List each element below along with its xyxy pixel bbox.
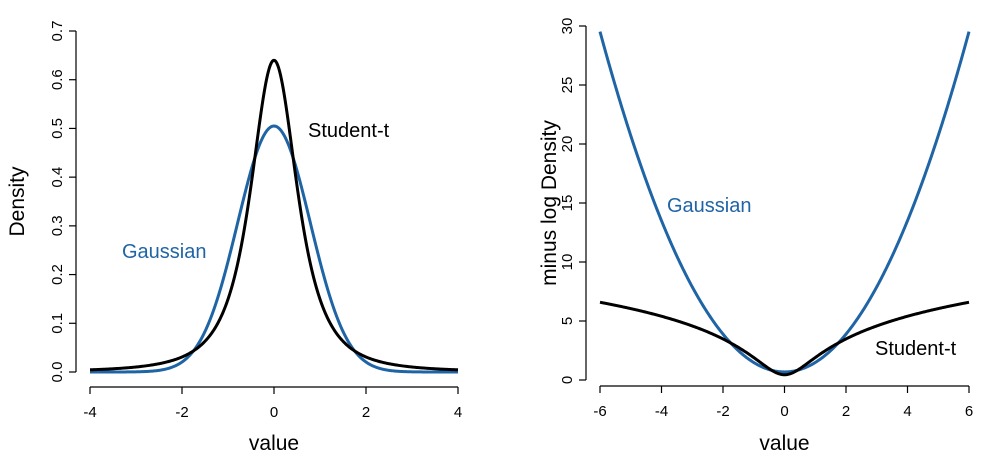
y-tick-label: 15 (559, 195, 576, 212)
density-plot: -4 -2 0 2 4 0.0 0.1 0.2 0.3 0.4 0.5 0.6 0.7 value Dens… (6, 21, 462, 455)
x-tick-label: -2 (716, 403, 729, 420)
y-tick-label: 20 (559, 136, 576, 153)
x-tick-label: -6 (593, 403, 606, 420)
x-axis-title: value (249, 432, 299, 455)
y-tick-label: 0.5 (49, 118, 66, 139)
y-tick-label: 10 (559, 254, 576, 271)
y-tick-label: 0.7 (49, 21, 66, 42)
y-tick-label: 25 (559, 77, 576, 94)
x-tick-label: 4 (454, 404, 462, 421)
x-tick-label: -4 (83, 404, 96, 421)
series-label-gaussian: Gaussian (122, 241, 207, 263)
y-tick-label: 5 (559, 317, 576, 325)
series-label-student-t: Student-t (875, 338, 957, 360)
series-line-gaussian (89, 124, 459, 374)
series-line-student-t (89, 58, 459, 372)
x-axis-title: value (759, 432, 809, 455)
y-tick-label: 30 (559, 18, 576, 35)
y-tick-label: 0.1 (49, 313, 66, 334)
y-tick-label: 0 (559, 376, 576, 384)
y-tick-label: 0.6 (49, 69, 66, 90)
series-line-gaussian (598, 31, 971, 374)
x-tick-label: -2 (175, 404, 188, 421)
x-tick-label: 2 (362, 404, 370, 421)
y-tick-label: 0.2 (49, 264, 66, 285)
y-axis-title: minus log Density (538, 120, 561, 286)
y-tick-label: 0.4 (49, 167, 66, 188)
x-tick-label: 2 (842, 403, 850, 420)
x-tick-label: 0 (780, 403, 788, 420)
series-label-gaussian: Gaussian (667, 195, 752, 217)
y-axis-title: Density (6, 166, 29, 237)
x-tick-label: 4 (903, 403, 911, 420)
series-label-student-t: Student-t (308, 120, 390, 142)
y-tick-label: 0.3 (49, 215, 66, 236)
y-tick-label: 0.0 (49, 362, 66, 383)
x-tick-label: -4 (655, 403, 668, 420)
x-tick-label: 0 (270, 404, 278, 421)
x-tick-label: 6 (965, 403, 973, 420)
minus-log-density-plot: -6 -4 -2 0 2 4 6 0 5 10 15 20 25 30 value minus log Den… (538, 18, 973, 455)
series-line-student-t (599, 300, 970, 377)
